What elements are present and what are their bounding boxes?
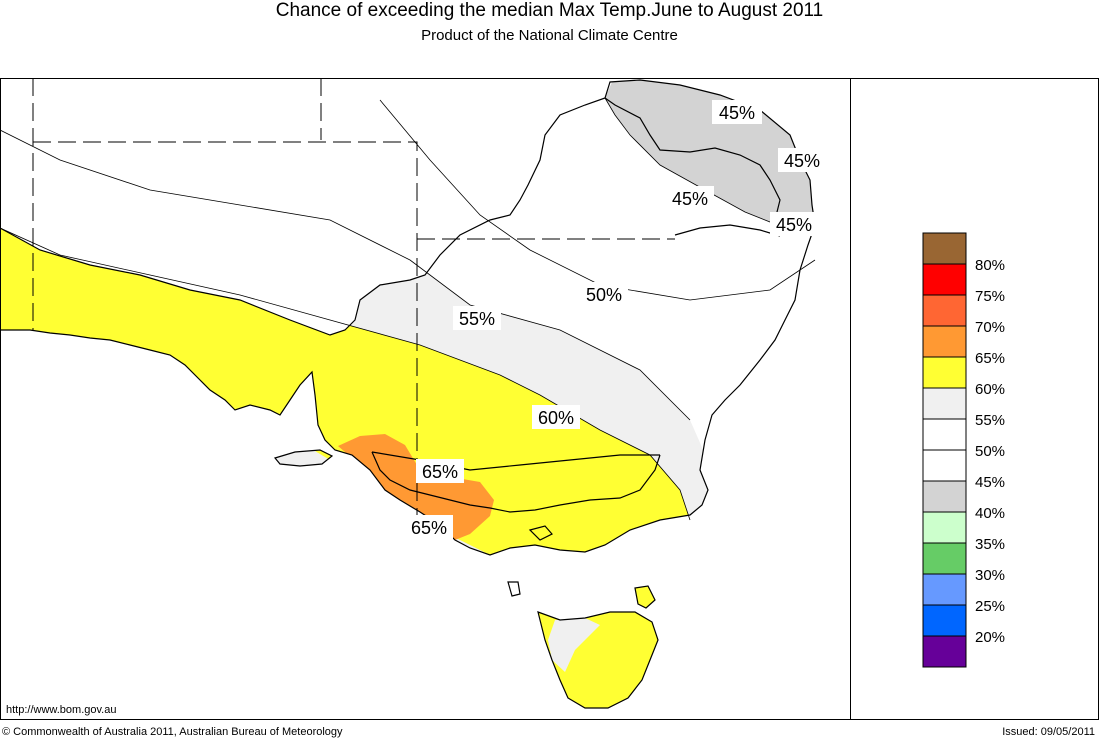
legend-label: 35% [975, 536, 1005, 553]
legend-swatch [922, 263, 967, 296]
page-title: Chance of exceeding the median Max Temp.… [275, 0, 824, 21]
contour-label: 45% [778, 148, 826, 172]
legend-swatch [922, 387, 967, 420]
coastline [0, 79, 816, 709]
svg-text:55%: 55% [459, 309, 495, 329]
legend-label: 40% [975, 505, 1005, 522]
legend-swatch [922, 232, 967, 265]
source-url: http://www.bom.gov.au [6, 704, 117, 716]
legend-label: 30% [975, 567, 1005, 584]
issued-date: Issued: 09/05/2011 [1002, 726, 1095, 738]
legend-label: 50% [975, 443, 1005, 460]
svg-text:45%: 45% [672, 189, 708, 209]
legend-swatch [922, 635, 967, 668]
legend-swatch [922, 294, 967, 327]
legend-swatch [922, 356, 967, 389]
legend-swatch [922, 511, 967, 544]
legend-label: 80% [975, 257, 1005, 274]
map-frame [0, 78, 1099, 720]
legend-swatch [922, 449, 967, 482]
legend-swatch [922, 480, 967, 513]
legend-items: 80% 75% 70% 65% 60% 55% 50% 45% 40% 35% 30% 25% 20% [922, 232, 1005, 668]
forecast-map: 45% 45% 45% 45% 50% 55% 60% 65% [0, 78, 826, 709]
contour-label: 65% [405, 515, 453, 539]
contour-label: 60% [532, 405, 580, 429]
contour-lines [0, 97, 816, 521]
contour-label: 45% [712, 100, 762, 124]
contour-label-group: 45% 45% 45% 45% 50% 55% 60% 65% [405, 100, 826, 539]
svg-text:65%: 65% [422, 462, 458, 482]
legend: 80% 75% 70% 65% 60% 55% 50% 45% 40% 35% 30% 25% 20% [922, 232, 1005, 668]
svg-text:45%: 45% [776, 215, 812, 235]
legend-label: 60% [975, 381, 1005, 398]
contour-label: 65% [416, 459, 464, 483]
contour-label: 55% [453, 306, 501, 330]
contour-label: 50% [580, 282, 628, 306]
legend-label: 75% [975, 288, 1005, 305]
legend-label: 55% [975, 412, 1005, 429]
legend-label: 20% [975, 629, 1005, 646]
page-subtitle: Product of the National Climate Centre [421, 27, 678, 44]
legend-swatch [922, 325, 967, 358]
region-boundaries [32, 78, 675, 520]
svg-text:60%: 60% [538, 408, 574, 428]
svg-text:65%: 65% [411, 518, 447, 538]
legend-label: 65% [975, 350, 1005, 367]
contour-label: 45% [666, 186, 714, 210]
svg-text:50%: 50% [586, 285, 622, 305]
legend-label: 25% [975, 598, 1005, 615]
svg-text:45%: 45% [719, 103, 755, 123]
svg-text:45%: 45% [784, 151, 820, 171]
legend-label: 45% [975, 474, 1005, 491]
contour-label: 45% [770, 212, 818, 236]
legend-swatch [922, 604, 967, 637]
copyright-notice: © Commonwealth of Australia 2011, Austra… [2, 726, 343, 738]
legend-label: 70% [975, 319, 1005, 336]
legend-swatch [922, 542, 967, 575]
legend-swatch [922, 418, 967, 451]
